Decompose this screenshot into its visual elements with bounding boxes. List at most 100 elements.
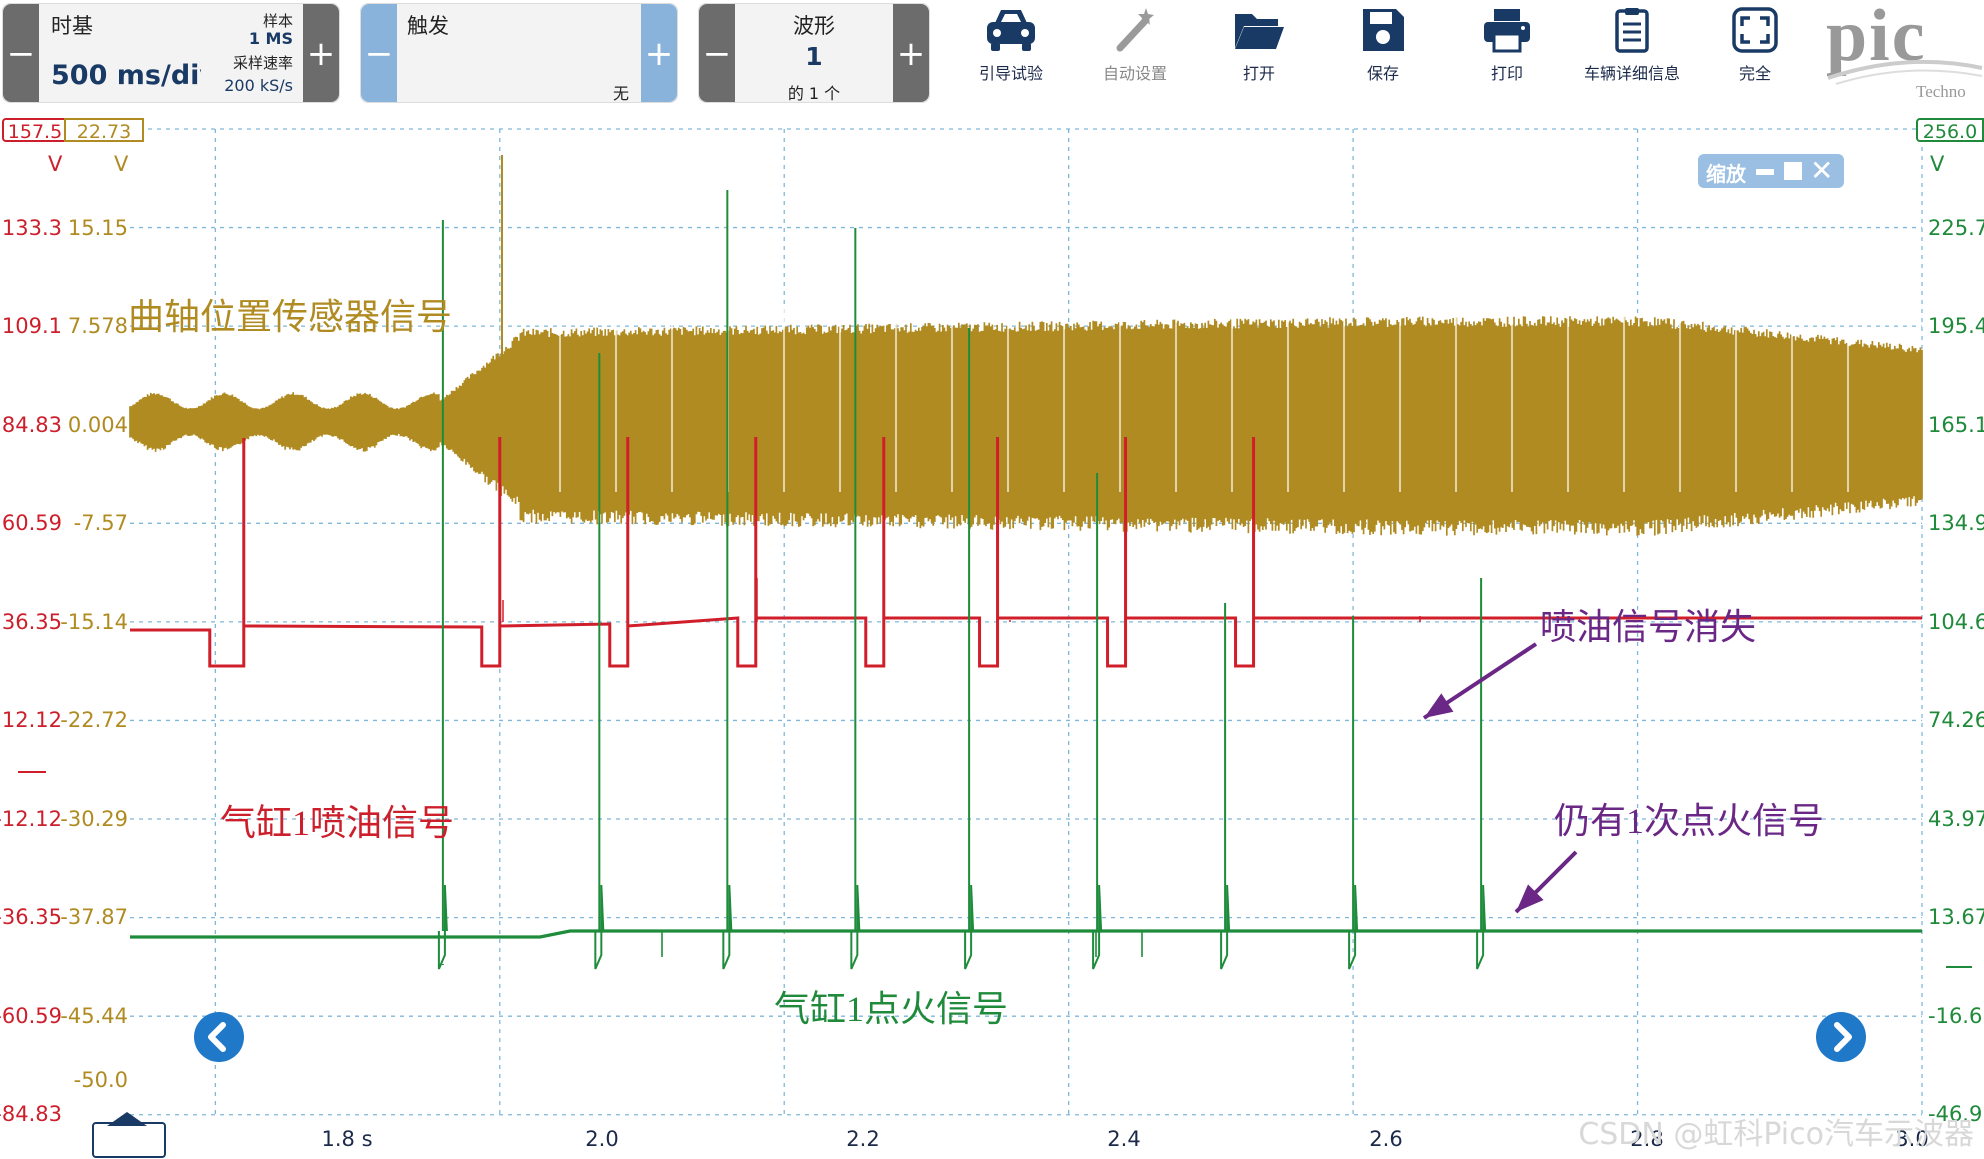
timebase-control: − 时基 500 ms/div 样本 1 MS 采样速率 200 kS/s +: [2, 3, 340, 103]
save-button[interactable]: 保存: [1328, 2, 1438, 102]
ignition-waveform: [130, 190, 1972, 970]
print-label: 打印: [1490, 64, 1523, 83]
green-axis-top-flag[interactable]: 256.0: [1916, 118, 1984, 143]
red-axis-tick: -84.83: [0, 1102, 62, 1126]
ignition-remains-annotation: 仍有1次点火信号: [1554, 801, 1825, 841]
zoom-minimize-icon[interactable]: [1756, 169, 1774, 175]
ignition-spark-pulse: [964, 884, 975, 970]
green-axis-tick: 195.4: [1928, 314, 1984, 338]
red-axis-tick: 133.3: [1, 216, 62, 240]
previous-page-button[interactable]: [194, 1012, 244, 1062]
ruler-handle[interactable]: [92, 1112, 166, 1158]
zoom-restore-icon[interactable]: [1784, 162, 1802, 180]
car-icon: [987, 10, 1035, 51]
open-label: 打开: [1242, 64, 1275, 83]
injector-signal-annotation: 气缸1喷油信号: [220, 803, 455, 843]
green-axis-tick: 13.67: [1928, 905, 1984, 929]
trigger-decrease-button[interactable]: −: [361, 4, 397, 102]
red-axis-unit: V: [48, 152, 63, 176]
next-page-button[interactable]: [1816, 1012, 1866, 1062]
timebase-decrease-button[interactable]: −: [3, 4, 39, 102]
print-button[interactable]: 打印: [1452, 2, 1562, 102]
timebase-increase-button[interactable]: +: [303, 4, 339, 102]
gold-axis-top-flag[interactable]: 22.73: [64, 118, 144, 143]
fullscreen-button[interactable]: 完全: [1700, 2, 1810, 102]
crank-waveform-envelope: [129, 316, 1923, 536]
green-axis-tick: -16.6: [1928, 1004, 1983, 1028]
zoom-close-icon[interactable]: ✕: [1810, 154, 1834, 187]
trigger-increase-button[interactable]: +: [641, 4, 677, 102]
ignition-spark-pulse: [1476, 884, 1487, 970]
annotation-arrows: [1422, 642, 1578, 914]
x-axis-tick: 2.2: [846, 1127, 880, 1151]
gold-axis-tick: -22.72: [60, 708, 128, 732]
scope-plot-area[interactable]: 157.5 22.73 256.0 V V V 133.3 109.1 84.8…: [0, 108, 1984, 1159]
green-axis-tick: 134.9: [1928, 511, 1984, 535]
trigger-control: − 触发 无 +: [360, 3, 678, 103]
gold-axis-tick: -7.57: [73, 511, 128, 535]
zoom-label: 缩放: [1706, 162, 1746, 186]
red-axis-tick: -60.59: [0, 1004, 62, 1028]
injector-waveform: [18, 437, 1922, 773]
save-icon: [1363, 9, 1404, 51]
open-button[interactable]: 打开: [1204, 2, 1314, 102]
crank-signal-annotation: 曲轴位置传感器信号: [128, 297, 453, 337]
green-axis-tick: 74.26: [1928, 708, 1984, 732]
chevron-right-icon: [1834, 1022, 1852, 1052]
sample-rate-label: 采样速率: [232, 54, 293, 72]
save-label: 保存: [1366, 64, 1399, 83]
red-axis-top-flag[interactable]: 157.5: [2, 118, 68, 143]
vehicle-details-button[interactable]: 车辆详细信息: [1576, 2, 1688, 102]
sample-rate-value[interactable]: 200 kS/s: [224, 76, 293, 95]
waveform-previous-button[interactable]: −: [699, 4, 735, 102]
timebase-value[interactable]: 500 ms/div: [51, 60, 201, 91]
waveform-index[interactable]: 1: [805, 42, 823, 71]
green-axis-tick: 165.1: [1928, 413, 1984, 437]
waveform-next-button[interactable]: +: [893, 4, 929, 102]
injector-lost-annotation: 喷油信号消失: [1540, 607, 1757, 647]
pico-logo: pic Techno: [1826, 0, 1984, 104]
toolbar: − 时基 500 ms/div 样本 1 MS 采样速率 200 kS/s + …: [0, 0, 1984, 108]
waveform-count: 的 1 个: [787, 84, 841, 103]
x-axis-tick: 2.0: [585, 1127, 619, 1151]
green-axis-tick: 43.97: [1928, 807, 1984, 831]
gold-axis-tick: 15.15: [67, 216, 128, 240]
ignition-spark-pulse: [722, 884, 733, 970]
samples-value[interactable]: 1 MS: [248, 29, 293, 48]
logo-subtext: Techno: [1916, 82, 1966, 101]
printer-icon: [1484, 9, 1530, 53]
green-axis-tick: 225.7: [1928, 216, 1984, 240]
fullscreen-label: 完全: [1738, 64, 1771, 83]
vehicle-details-label: 车辆详细信息: [1583, 64, 1680, 83]
green-axis-unit: V: [1930, 152, 1945, 176]
zoom-overlay[interactable]: 缩放 ✕: [1698, 154, 1844, 188]
ignition-spark-pulse: [1348, 884, 1359, 970]
trigger-title: 触发: [407, 14, 449, 38]
samples-label: 样本: [262, 12, 293, 30]
auto-setup-label: 自动设置: [1102, 64, 1167, 83]
red-axis-tick: 109.1: [1, 314, 62, 338]
red-axis-tick: 12.12: [1, 708, 62, 732]
folder-open-icon: [1235, 14, 1284, 49]
trigger-mode-value[interactable]: 无: [612, 84, 629, 103]
gold-axis-tick: -45.44: [60, 1004, 128, 1028]
guided-test-button[interactable]: 引导试验: [956, 2, 1066, 102]
green-axis-tick: 104.6: [1928, 610, 1984, 634]
gold-axis-tick: -15.14: [60, 610, 128, 634]
green-axis-tick: -46.9: [1928, 1102, 1983, 1126]
waveform-control: − 波形 1 的 1 个 +: [698, 3, 930, 103]
x-axis-tick: 2.4: [1107, 1127, 1141, 1151]
gold-axis-tick: 7.578: [67, 314, 128, 338]
chevron-left-icon: [208, 1022, 226, 1052]
ignition-spark-pulse: [850, 884, 861, 970]
ignition-remains-arrow-head: [1516, 884, 1544, 912]
ignition-spark-pulse: [1220, 884, 1231, 970]
red-axis-tick: 36.35: [1, 610, 62, 634]
ignition-trace: [130, 929, 1922, 939]
gold-axis-tick: 0.004: [67, 413, 128, 437]
watermark: CSDN @虹科Pico汽车示波器: [1578, 1117, 1974, 1152]
red-axis-tick: 84.83: [1, 413, 62, 437]
auto-setup-button[interactable]: 自动设置: [1080, 2, 1190, 102]
ignition-spark-pulse: [437, 884, 448, 970]
x-axis-tick: 1.8 s: [321, 1127, 373, 1151]
